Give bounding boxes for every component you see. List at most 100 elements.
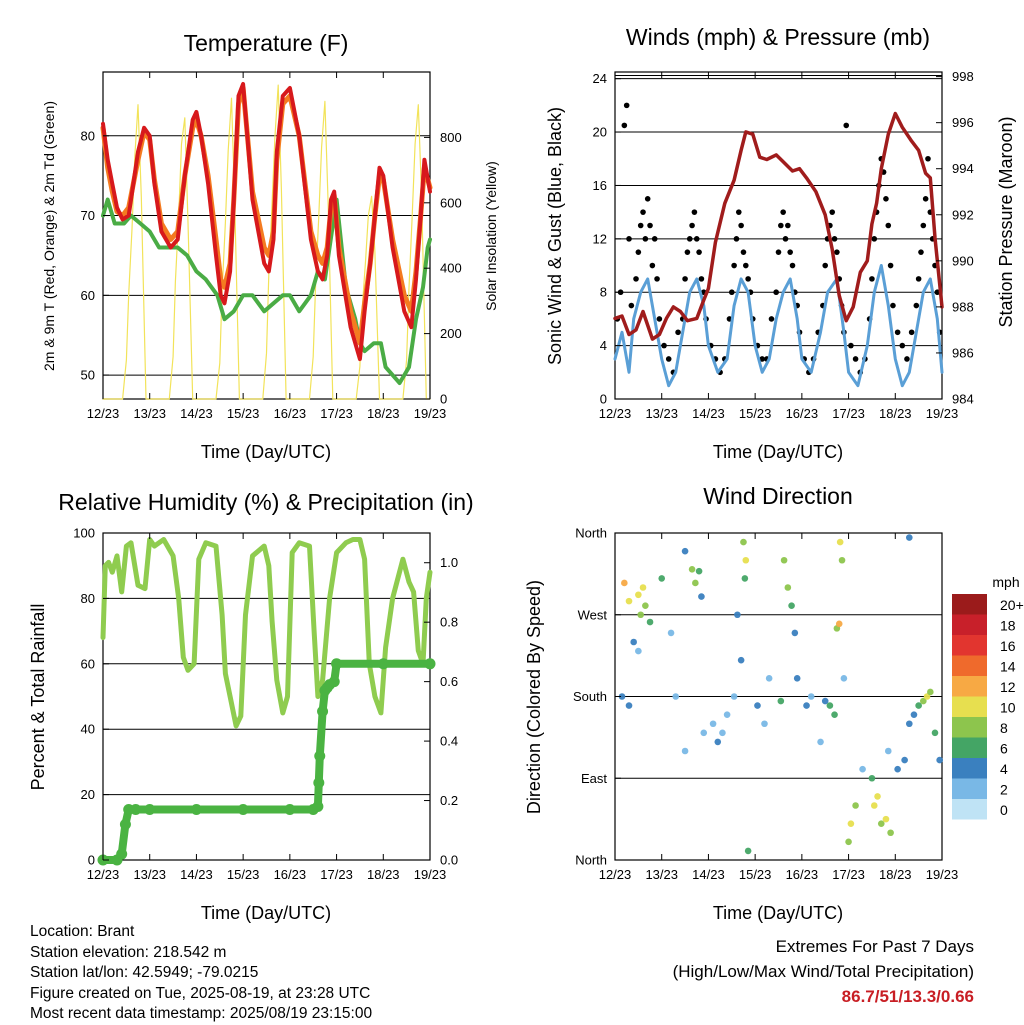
y-tick-label: 80 [81, 128, 95, 143]
direction-point [836, 538, 844, 546]
direction-point [692, 579, 699, 587]
direction-point [884, 747, 892, 755]
rainfall-point [119, 818, 131, 830]
winds-panel: Winds (mph) & Pressure (mb) 04812162024 … [545, 24, 1016, 462]
x-tick-label: 18/23 [879, 867, 912, 882]
speed-legend-swatch [952, 635, 987, 656]
direction-point [737, 656, 745, 664]
gust-point [686, 236, 693, 242]
gust-point [633, 276, 639, 282]
gust-point [915, 276, 922, 282]
gust-point [743, 262, 749, 269]
direction-point [709, 720, 717, 728]
direction-ylabel: Direction (Colored By Speed) [524, 580, 544, 814]
direction-point [901, 756, 908, 764]
gust-point [908, 329, 915, 336]
x-tick-label: 14/23 [692, 406, 725, 421]
rainfall-point [190, 803, 202, 815]
speed-legend-swatch [952, 758, 987, 779]
y-right-tick-label: 992 [952, 207, 974, 222]
speed-legend-label: 8 [1000, 720, 1008, 736]
x-tick-label: 12/23 [87, 406, 120, 421]
direction-point [642, 602, 649, 609]
direction-point [646, 618, 654, 626]
sonic-wind-line [613, 264, 944, 388]
direction-point [894, 765, 901, 773]
gust-point [787, 249, 793, 255]
speed-legend-label: 0 [1000, 802, 1008, 818]
y-tick-label: 20 [593, 125, 607, 140]
direction-point [734, 611, 741, 619]
rainfall-point [144, 803, 156, 815]
gust-point [768, 316, 775, 322]
direction-left-axis: North East South West North [573, 526, 621, 868]
humidity-series [97, 537, 436, 866]
station-pressure-line [613, 111, 944, 341]
x-tick-label: 14/23 [692, 867, 725, 882]
y-right-tick-label: 984 [952, 392, 974, 407]
x-tick-label: 14/23 [180, 406, 213, 421]
gust-point [834, 249, 840, 255]
direction-point [784, 584, 792, 591]
gust-point [654, 276, 660, 282]
temperature-series [100, 82, 433, 400]
gust-point [735, 209, 742, 215]
direction-point [927, 688, 934, 696]
x-tick-label: 19/23 [926, 867, 959, 882]
y-right-tick-label: 200 [440, 326, 462, 341]
rainfall-point [237, 803, 249, 815]
direction-point [852, 802, 859, 809]
speed-legend-swatch [952, 655, 987, 676]
x-tick-label: 14/23 [180, 867, 213, 882]
direction-point [826, 702, 834, 709]
gust-point [871, 236, 878, 242]
speed-legend-swatch [952, 594, 987, 615]
y-right-tick-label: 0.0 [440, 853, 458, 868]
x-tick-label: 13/23 [645, 406, 678, 421]
winds-left-axis: 0 4 8 12 16 20 24 [593, 71, 621, 407]
direction-point [688, 566, 696, 573]
x-tick-label: 15/23 [739, 406, 772, 421]
winds-right-axis: 984 986 988 990 992 994 996 998 [936, 69, 974, 407]
direction-points [618, 534, 943, 855]
direction-point [877, 820, 885, 827]
direction-point [635, 591, 642, 599]
y-tick-label: 8 [600, 285, 607, 300]
y-right-tick-label: 988 [952, 299, 974, 314]
gust-point [890, 302, 896, 309]
gust-point [740, 249, 747, 255]
x-tick-label: 17/23 [320, 867, 353, 882]
speed-legend-swatch [952, 717, 987, 738]
gust-point [647, 222, 653, 229]
station-elevation: Station elevation: 218.542 m [30, 943, 227, 961]
direction-point [754, 702, 761, 709]
gust-point [782, 236, 789, 242]
x-tick-label: 15/23 [227, 406, 260, 421]
gust-point [628, 302, 635, 309]
winds-series [613, 102, 944, 388]
y-tick-label: 80 [81, 591, 95, 606]
humidity-panel: Relative Humidity (%) & Precipitation (i… [28, 489, 474, 923]
direction-point [740, 538, 747, 546]
gust-point [626, 236, 632, 242]
x-tick-label: 12/23 [599, 406, 632, 421]
x-tick-label: 12/23 [599, 867, 632, 882]
humidity-ylabel: Percent & Total Rainfall [28, 604, 48, 791]
rainfall-point [312, 800, 324, 812]
y-right-tick-label: 1.0 [440, 555, 458, 570]
gust-point [698, 276, 705, 282]
gust-point [656, 316, 663, 322]
x-tick-label: 18/23 [367, 406, 400, 421]
direction-point [882, 815, 890, 823]
figure-created: Figure created on Tue, 2025-08-19, at 23… [30, 984, 371, 1002]
gust-point [925, 155, 931, 162]
y-tick-label: 24 [593, 71, 607, 86]
gust-point [623, 102, 630, 109]
x-tick-label: 16/23 [274, 406, 307, 421]
direction-panel: Wind Direction North East South West North 1… [524, 483, 1024, 923]
rainfall-point [130, 803, 142, 815]
gust-point [829, 209, 836, 215]
gust-point [651, 236, 658, 242]
humidity-right-axis: 0.0 0.2 0.4 0.6 0.8 1.0 [424, 555, 458, 868]
solar-insolation-line [102, 84, 431, 400]
